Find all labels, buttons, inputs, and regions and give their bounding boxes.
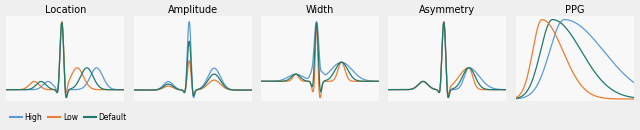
Title: PPG: PPG bbox=[565, 5, 584, 15]
Title: Location: Location bbox=[45, 5, 86, 15]
Title: Amplitude: Amplitude bbox=[168, 5, 218, 15]
Title: Width: Width bbox=[306, 5, 334, 15]
Legend: High, Low, Default: High, Low, Default bbox=[7, 110, 130, 125]
Title: Asymmetry: Asymmetry bbox=[419, 5, 476, 15]
